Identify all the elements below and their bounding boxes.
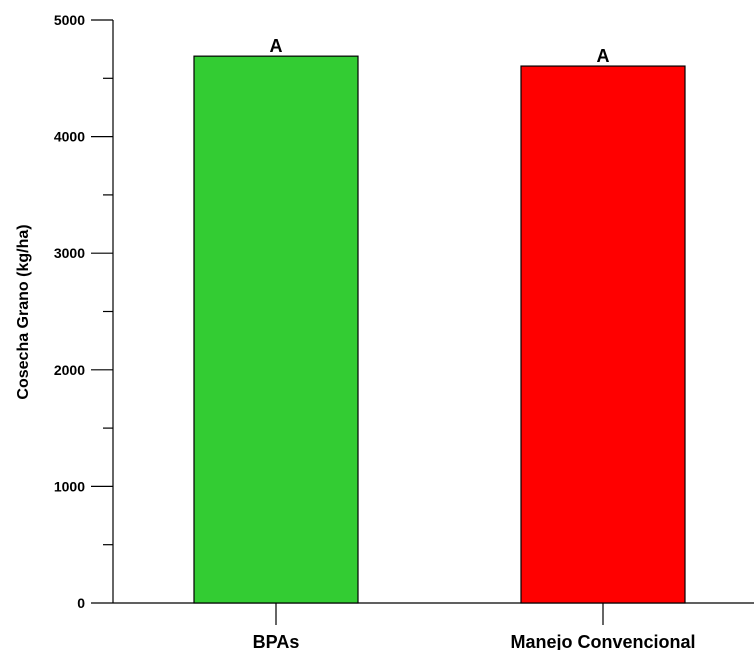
x-tick-label: Manejo Convencional	[510, 632, 695, 650]
y-tick-label: 2000	[54, 362, 85, 378]
y-tick-label: 5000	[54, 12, 85, 28]
y-tick-label: 3000	[54, 245, 85, 261]
bar	[520, 65, 686, 604]
bar	[193, 55, 359, 604]
y-axis: 0 1000 2000 3000 4000 5000	[54, 12, 114, 611]
bar-data-label: A	[270, 36, 283, 56]
x-tick-label: BPAs	[253, 632, 300, 650]
y-tick-label: 4000	[54, 129, 85, 145]
bars-group	[193, 55, 686, 604]
y-tick-label: 1000	[54, 478, 85, 494]
x-axis: BPAs Manejo Convencional	[113, 602, 754, 650]
y-tick-label: 0	[77, 595, 85, 611]
y-axis-title: Cosecha Grano (kg/ha)	[15, 224, 32, 399]
bar-data-label: A	[597, 46, 610, 66]
